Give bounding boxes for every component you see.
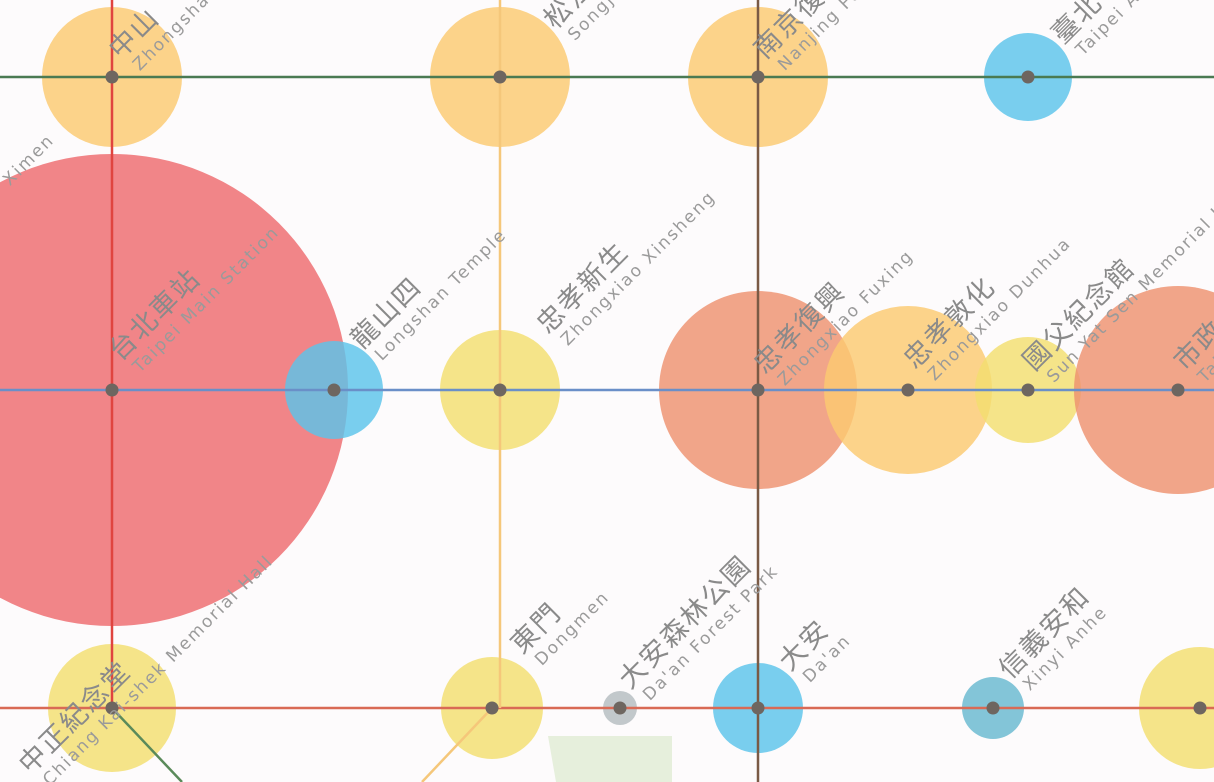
station-dot-da-an[interactable] [751,701,765,715]
station-dot-nanjing-fuxing[interactable] [751,70,765,84]
station-dot-dongmen[interactable] [485,701,499,715]
park-area [548,736,672,782]
station-dot-longshan-temple[interactable] [327,383,341,397]
station-label-songjiang-nanjing: 松江南京Songjiang Nanjing [538,0,712,45]
station-dot-sun-yat-sen-memorial-hall[interactable] [1021,383,1035,397]
station-dot-xinyi-anhe[interactable] [986,701,1000,715]
station-dot-zhongshan[interactable] [105,70,119,84]
station-dot-taipei-city-hall[interactable] [1171,383,1185,397]
station-dot-station-17[interactable] [1193,701,1207,715]
station-dot-songjiang-nanjing[interactable] [493,70,507,84]
station-dot-taipei-main-station[interactable] [105,383,119,397]
station-dot-zhongxiao-fuxing[interactable] [751,383,765,397]
metro-line-yellow-diagonal [421,707,493,782]
station-dot-zhongxiao-dunhua[interactable] [901,383,915,397]
station-dot-da-an-forest-park[interactable] [613,701,627,715]
station-dot-chiang-kai-shek-memorial-hall[interactable] [105,701,119,715]
metro-line-green-diagonal [111,707,183,782]
station-dot-zhongxiao-xinsheng[interactable] [493,383,507,397]
station-label-taipei-arena: 臺北小巨蛋Taipei Arena [1046,0,1177,61]
station-dot-taipei-arena[interactable] [1021,70,1035,84]
